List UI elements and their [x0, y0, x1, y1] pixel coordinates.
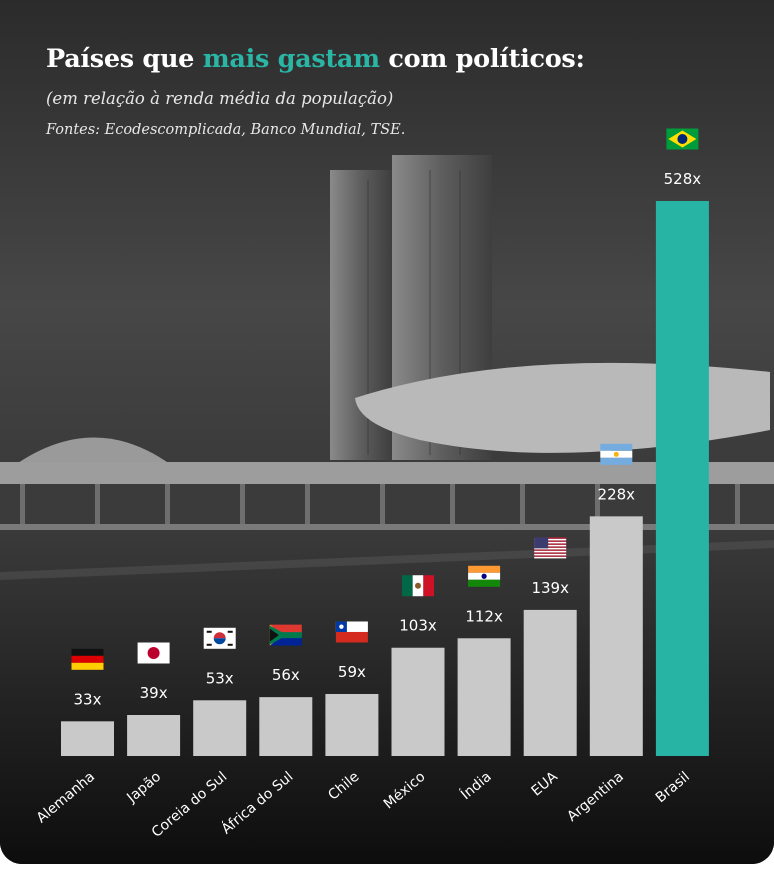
- south-korea-flag-icon: [203, 627, 236, 649]
- germany-flag-icon: [71, 648, 104, 670]
- brazil-flag-icon: [666, 128, 699, 150]
- mexico-flag-icon: [402, 575, 434, 597]
- title-accent: mais gastam: [202, 44, 380, 74]
- value-label: 53x: [206, 669, 234, 687]
- value-label: 39x: [140, 684, 168, 702]
- south-africa-flag-icon: [269, 624, 302, 646]
- category-label: Japão: [123, 769, 164, 807]
- bar-africa-do-sul: [259, 697, 313, 756]
- category-label: Argentina: [564, 769, 627, 825]
- bar-alemanha: [61, 721, 114, 756]
- category-label: Índia: [457, 768, 494, 803]
- value-label: 59x: [338, 663, 366, 681]
- category-label: Chile: [325, 769, 362, 804]
- title-part-1: Países que: [46, 44, 195, 74]
- chile-flag-icon: [335, 621, 368, 643]
- bar-brasil: [655, 201, 709, 756]
- title-part-2: com políticos:: [388, 44, 585, 74]
- bar-chile: [325, 693, 379, 756]
- bar-mexico: [391, 647, 445, 756]
- usa-flag-icon: [534, 537, 567, 559]
- value-label: 528x: [664, 170, 702, 188]
- argentina-flag-icon: [600, 443, 633, 465]
- category-label: África do Sul: [218, 768, 296, 838]
- bar-india: [457, 638, 511, 756]
- value-label: 103x: [399, 617, 437, 635]
- category-label: EUA: [529, 769, 562, 800]
- bar-coreia-do-sul: [193, 700, 247, 756]
- bar-eua: [523, 609, 577, 756]
- chart-subtitle: (em relação à renda média da população): [46, 89, 394, 108]
- value-label: 228x: [598, 485, 636, 503]
- chart-title: Países que mais gastam com políticos:: [46, 44, 585, 74]
- category-label: Alemanha: [34, 769, 98, 827]
- value-label: 139x: [531, 579, 569, 597]
- bar-argentina: [589, 516, 643, 756]
- india-flag-icon: [468, 565, 501, 587]
- value-label: 112x: [465, 607, 503, 625]
- bar-japao: [127, 715, 181, 756]
- chart-sources: Fontes: Ecodescomplicada, Banco Mundial,…: [46, 122, 406, 138]
- category-label: México: [381, 769, 429, 813]
- japan-flag-icon: [137, 642, 170, 664]
- value-label: 56x: [272, 666, 300, 684]
- category-label: Brasil: [653, 769, 693, 806]
- value-label: 33x: [74, 690, 102, 708]
